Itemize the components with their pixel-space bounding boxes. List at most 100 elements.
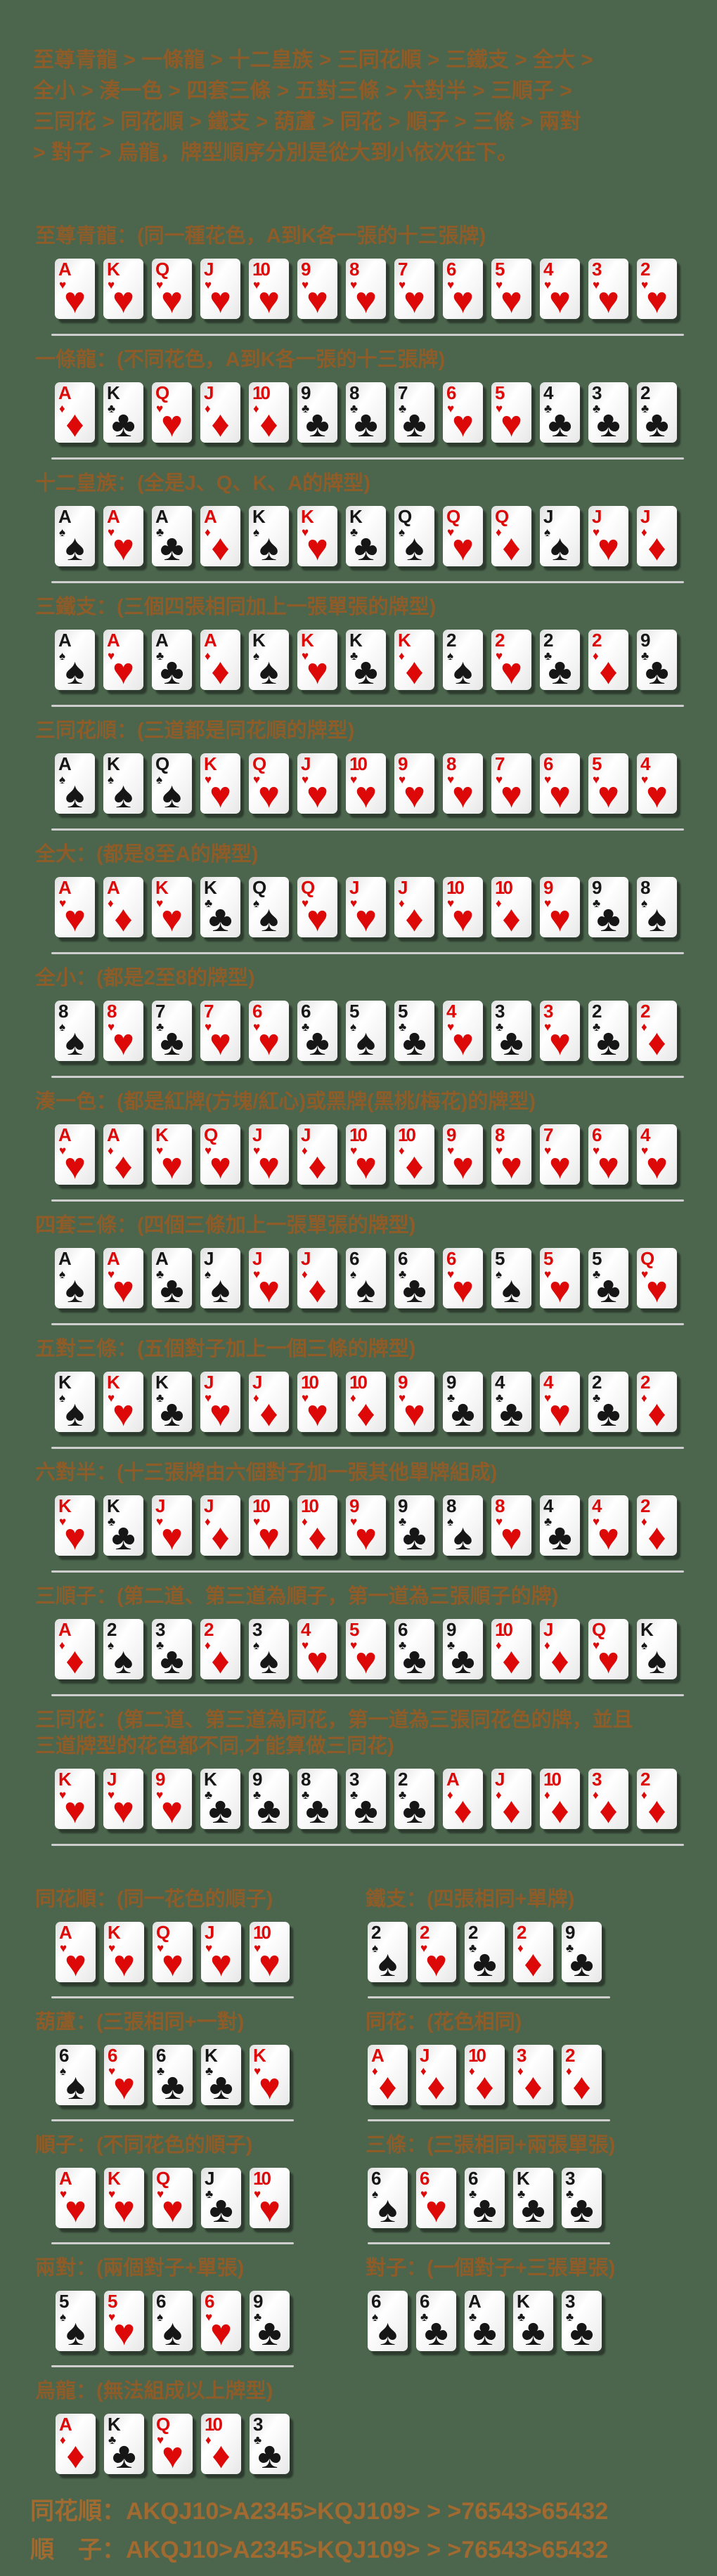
card-rank: Q: [155, 259, 170, 280]
card-row: A ♦ ♦ J ♦ ♦ 10 ♦ ♦ 3 ♦ ♦ 2 ♦ ♦: [368, 2045, 661, 2105]
playing-card-5h: 5 ♥ ♥: [491, 382, 531, 443]
card-rank: J: [204, 259, 214, 280]
card-suit-big: ♥: [64, 1790, 86, 1831]
card-row: A ♥ ♥ K ♥ ♥ Q ♥ ♥ J ♥ ♥ 10 ♥ ♥: [56, 1922, 330, 1982]
playing-card-5c: 5 ♣ ♣: [588, 1248, 628, 1308]
playing-card-5s: 5 ♠ ♠: [56, 2291, 96, 2351]
card-suit-small: ♦: [641, 1788, 647, 1802]
card-suit-big: ♠: [259, 899, 279, 939]
card-suit-big: ♥: [452, 775, 474, 816]
card-suit-small: ♦: [205, 1515, 211, 1528]
card-suit-big: ♦: [550, 1790, 569, 1831]
playing-card-2c: 2 ♣ ♣: [588, 1372, 628, 1432]
card-rank: 5: [495, 1248, 505, 1269]
playing-card-9c: 9 ♣ ♣: [562, 1922, 602, 1982]
section-title: 同花：(花色相同): [366, 2011, 522, 2034]
card-row: A ♥ ♥ K ♥ ♥ Q ♥ ♥ J ♥ ♥ 10 ♥ ♥ 9 ♥ ♥ 8 ♥ ♥ 7 ♥ ♥ 6 ♥ ♥ 5 ♥ ♥ 4 ♥ ♥ 3 ♥ ♥ 2 ♥ ♥: [55, 259, 717, 319]
card-suit-big: ♦: [475, 2067, 494, 2107]
card-suit-small: ♣: [350, 1788, 358, 1802]
playing-card-6h: 6 ♥ ♥: [540, 753, 580, 814]
card-suit-small: ♠: [156, 773, 163, 786]
card-rank: 6: [543, 753, 554, 774]
card-suit-small: ♥: [399, 278, 406, 292]
section-title: 五對三條：(五個對子加上一個三條的牌型): [35, 1338, 416, 1360]
card-rank: A: [107, 506, 120, 527]
card-suit-small: ♥: [205, 773, 212, 786]
card-suit-small: ♣: [496, 1020, 504, 1034]
card-suit-small: ♦: [517, 1941, 524, 1955]
section-title: 三鐵支：(三個四張相同加上一張單張的牌型): [35, 596, 437, 618]
card-rank: 8: [640, 877, 651, 898]
card-suit-small: ♥: [593, 773, 600, 786]
playing-card-Qh: Q ♥ ♥: [152, 382, 192, 443]
card-rank: Q: [155, 753, 170, 774]
card-rank: A: [107, 877, 120, 898]
playing-card-2h: 2 ♥ ♥: [416, 1922, 456, 1982]
card-suit-big: ♥: [112, 1393, 134, 1434]
playing-card-3c: 3 ♣ ♣: [491, 1001, 531, 1061]
card-suit-big: ♥: [259, 1944, 280, 1984]
card-rank: 4: [640, 753, 651, 774]
playing-card-9c: 9 ♣ ♣: [394, 1495, 434, 1556]
card-suit-small: ♣: [254, 2433, 262, 2447]
section-divider: [51, 1076, 684, 1078]
card-row: A ♠ ♠ K ♠ ♠ Q ♠ ♠ K ♥ ♥ Q ♥ ♥ J ♥ ♥ 10 ♥ ♥ 9 ♥ ♥ 8 ♥ ♥ 7 ♥ ♥ 6 ♥ ♥ 5 ♥ ♥ 4 ♥ ♥: [55, 753, 717, 814]
section-title: 鐵支：(四張相同+單牌): [366, 1888, 575, 1911]
playing-card-Kh: K ♥ ♥: [152, 1124, 192, 1185]
card-suit-small: ♥: [447, 897, 455, 910]
card-rank: J: [301, 753, 311, 774]
playing-card-3s: 3 ♠ ♠: [249, 1619, 289, 1679]
card-suit-big: ♦: [378, 2067, 397, 2107]
card-suit-small: ♥: [544, 897, 552, 910]
playing-card-Jc: J ♣ ♣: [201, 2168, 241, 2228]
card-rank: K: [252, 630, 266, 651]
section-title: 六對半：(十三張牌由六個對子加一張其他單牌組成): [35, 1462, 498, 1484]
card-suit-big: ♦: [65, 404, 84, 445]
card-suit-small: ♣: [156, 1391, 164, 1405]
card-suit-small: ♣: [399, 402, 407, 415]
card-rank: A: [371, 2045, 385, 2066]
card-suit-big: ♥: [112, 1270, 134, 1310]
playing-card-9c: 9 ♣ ♣: [588, 877, 628, 937]
card-suit-small: ♦: [469, 2064, 475, 2078]
card-suit-small: ♦: [205, 526, 211, 539]
card-suit-small: ♥: [302, 526, 309, 539]
card-suit-small: ♥: [59, 1515, 67, 1528]
card-suit-big: ♦: [356, 1393, 375, 1434]
card-suit-small: ♠: [60, 2310, 67, 2324]
card-suit-small: ♥: [641, 1144, 649, 1157]
card-suit-small: ♠: [108, 773, 115, 786]
card-suit-small: ♣: [566, 2187, 574, 2201]
playing-card-Kc: K ♣ ♣: [103, 382, 143, 443]
section-divider: [51, 1323, 684, 1325]
card-rank: 5: [349, 1001, 360, 1022]
card-suit-big: ♥: [210, 1944, 232, 1984]
card-suit-big: ♣: [111, 404, 136, 445]
card-suit-big: ♥: [355, 775, 377, 816]
card-suit-big: ♥: [549, 1393, 571, 1434]
card-rank: Q: [204, 1124, 219, 1145]
card-suit-big: ♦: [427, 2067, 446, 2107]
card-rank: 8: [446, 1495, 457, 1516]
card-suit-big: ♣: [569, 1944, 594, 1984]
playing-card-8s: 8 ♠ ♠: [637, 877, 677, 937]
playing-card-10d: 10 ♦ ♦: [491, 877, 531, 937]
hand-type-column: 順子：(不同花色的順子) A ♥ ♥ K ♥ ♥ Q ♥ ♥ J ♣ ♣ 10 ♥ ♥: [35, 2133, 330, 2244]
card-suit-small: ♣: [544, 649, 553, 663]
card-row: A ♦ ♦ K ♣ ♣ Q ♥ ♥ 10 ♦ ♦ 3 ♣ ♣: [56, 2414, 330, 2474]
playing-card-Ac: A ♣ ♣: [152, 506, 192, 566]
card-suit-big: ♥: [112, 528, 134, 568]
section-title: 三同花：(第二道、第三道為同花，第一道為三張同花色的牌，並且 三道牌型的花色都不…: [35, 1709, 633, 1757]
playing-card-As: A ♠ ♠: [55, 630, 95, 690]
card-suit-small: ♣: [253, 1788, 261, 1802]
card-rank: 2: [640, 1769, 651, 1790]
playing-card-7h: 7 ♥ ♥: [540, 1124, 580, 1185]
card-rank: A: [446, 1769, 460, 1790]
playing-card-2d: 2 ♦ ♦: [200, 1619, 240, 1679]
playing-card-Ad: A ♦ ♦: [103, 877, 143, 937]
card-suit-small: ♥: [350, 1515, 358, 1528]
card-rank: J: [349, 877, 360, 898]
card-rank: K: [107, 1372, 120, 1393]
playing-card-7c: 7 ♣ ♣: [394, 382, 434, 443]
card-suit-big: ♣: [402, 1022, 427, 1063]
